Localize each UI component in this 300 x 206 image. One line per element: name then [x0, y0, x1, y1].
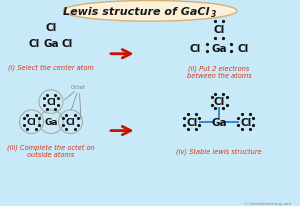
Text: Ga: Ga: [211, 117, 227, 127]
Text: Ga: Ga: [44, 118, 58, 127]
Text: Ga: Ga: [43, 39, 59, 49]
Ellipse shape: [63, 1, 237, 22]
Text: 3: 3: [211, 10, 216, 19]
Text: Cl: Cl: [186, 117, 198, 127]
Text: Ga: Ga: [211, 44, 227, 54]
Text: (iii) Complete the octet on
outside atoms: (iii) Complete the octet on outside atom…: [7, 144, 95, 157]
Text: Cl: Cl: [62, 39, 73, 49]
Text: Cl: Cl: [27, 118, 36, 127]
Text: Octet: Octet: [70, 85, 86, 90]
Text: (i) Select the center atom: (i) Select the center atom: [8, 64, 94, 70]
Text: Lewis structure of GaCl: Lewis structure of GaCl: [63, 7, 210, 17]
Text: Cl: Cl: [189, 44, 201, 54]
Text: © knordsilearning.com: © knordsilearning.com: [244, 201, 291, 205]
Text: Cl: Cl: [240, 117, 252, 127]
Text: Cl: Cl: [29, 39, 40, 49]
Text: Cl: Cl: [237, 44, 249, 54]
Text: Cl: Cl: [213, 25, 225, 34]
Text: (iv) Stable lewis structure: (iv) Stable lewis structure: [176, 147, 262, 154]
Text: Cl: Cl: [45, 23, 57, 33]
Text: (ii) Put 2 electrons
between the atoms: (ii) Put 2 electrons between the atoms: [187, 65, 251, 79]
Text: Cl: Cl: [213, 97, 225, 107]
Text: Cl: Cl: [66, 118, 75, 127]
Text: Cl: Cl: [46, 98, 56, 107]
